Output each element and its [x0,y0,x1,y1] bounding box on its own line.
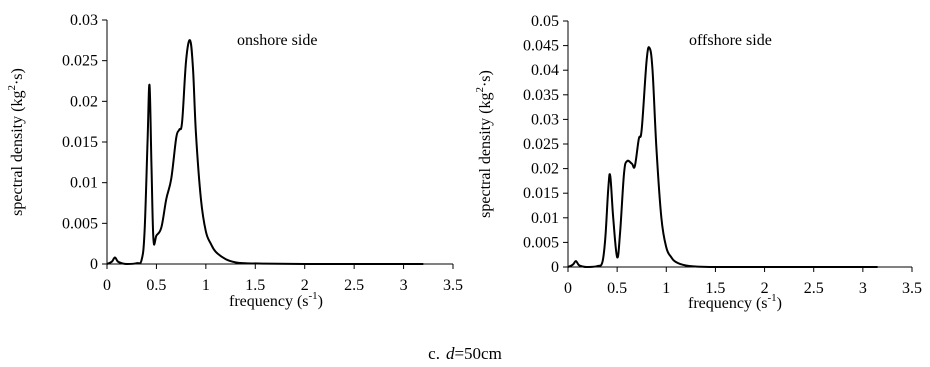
series-line [567,46,878,269]
y-tick-label: 0 [551,259,559,276]
x-tick-label: 2.5 [804,280,824,297]
y-tick-label: 0.025 [523,136,559,153]
x-tick-label: 1 [662,280,670,297]
y-tick-label: 0.01 [70,175,98,192]
y-tick-label: 0.015 [62,134,98,151]
chart-offshore: 0 0.005 0.01 0.015 0.02 0.025 0.03 0.035 0.04 0.0… [474,13,922,312]
x-tick-label: 0.5 [607,280,627,297]
x-tick-label: 1 [202,277,210,294]
x-tick-label: 0 [103,277,111,294]
y-tick-label: 0.03 [531,111,559,128]
x-tick-label: 3 [859,280,867,297]
x-tick-label: 3.5 [443,277,463,294]
x-tick-label: 1.5 [705,280,725,297]
y-tick-label: 0.005 [62,215,98,232]
x-tick-label: 2 [761,280,769,297]
x-tick-label: 0.5 [146,277,166,294]
x-tick-label: 3.5 [902,280,922,297]
chart-annotation: onshore side [237,32,317,49]
y-axis-label: spectral density (kg2·s) [474,70,494,218]
series-line [106,39,424,266]
x-tick-label: 2 [301,277,309,294]
x-tick-label: 2.5 [344,277,364,294]
y-tick-label: 0.04 [531,62,559,79]
x-axis-label: frequency (s-1) [688,292,782,312]
y-tick-label: 0.02 [70,93,98,110]
x-axis-label: frequency (s-1) [229,290,323,310]
y-axis-label: spectral density (kg2·s) [6,68,26,216]
y-tick-label: 0.025 [62,53,98,70]
y-tick-label: 0.035 [523,87,559,104]
y-tick-label: 0.015 [523,185,559,202]
chart-annotation: offshore side [689,32,772,49]
y-tick-label: 0.045 [523,38,559,55]
figure-caption: c. d=50cm [428,344,502,363]
y-tick-label: 0.03 [70,12,98,29]
y-tick-label: 0.05 [531,13,559,30]
x-tick-label: 1.5 [245,277,265,294]
y-tick-label: 0 [90,256,98,273]
y-tick-label: 0.02 [531,161,559,178]
y-tick-label: 0.005 [523,234,559,251]
y-tick-label: 0.01 [531,210,559,227]
chart-onshore: 0 0.005 0.01 0.015 0.02 0.025 0.03 0 0.5 1 1.5 2 2.5… [6,12,463,310]
x-tick-label: 3 [400,277,408,294]
x-tick-label: 0 [564,280,572,297]
